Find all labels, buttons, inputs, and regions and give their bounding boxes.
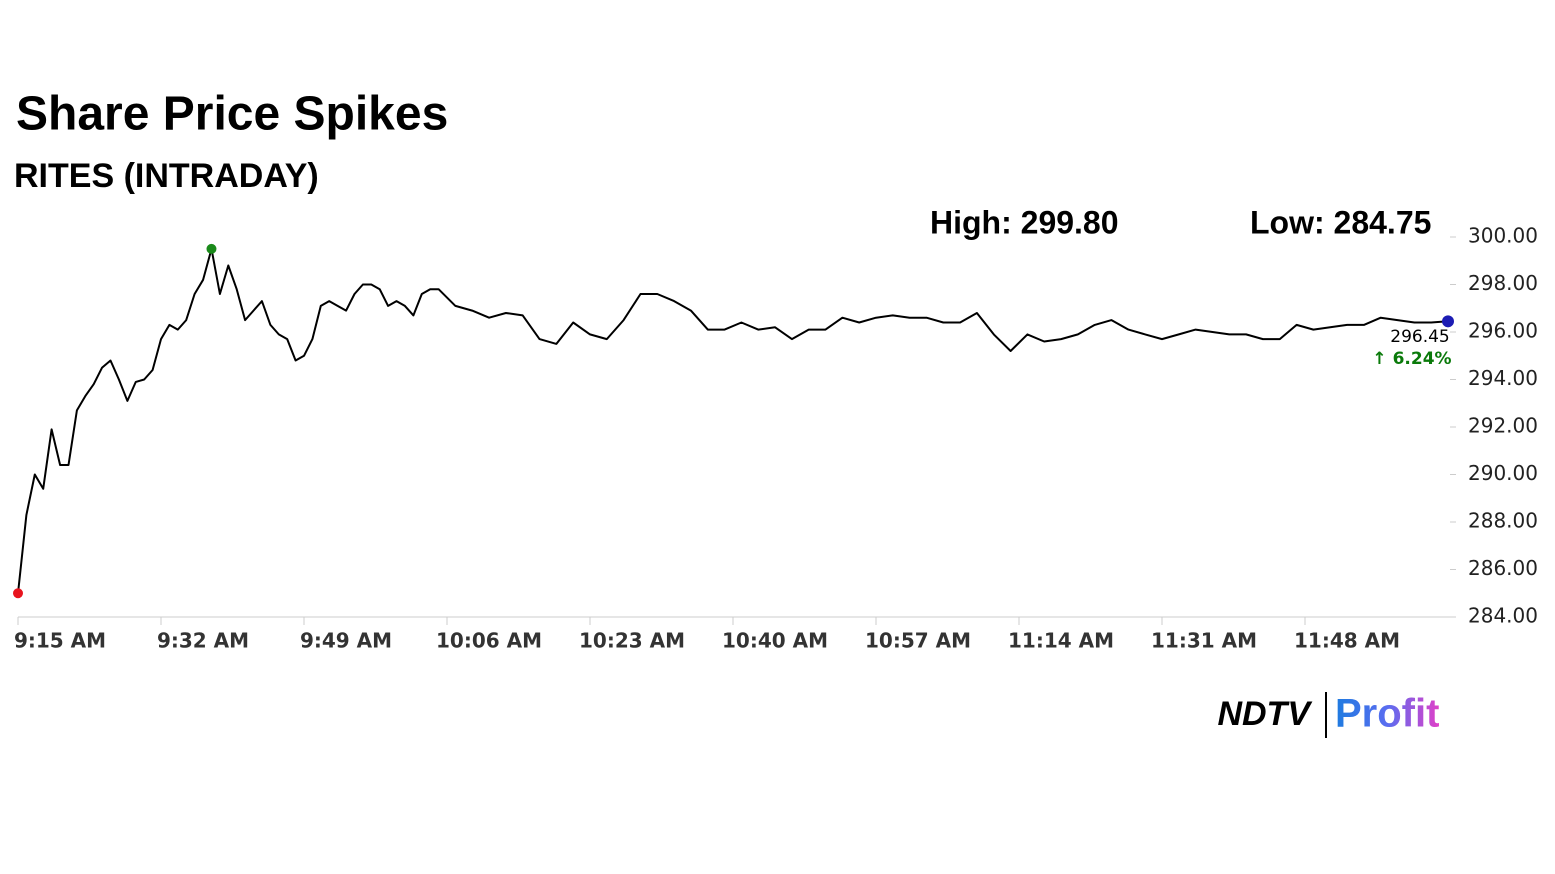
x-tick-label: 9:49 AM [300,629,392,653]
x-tick-label: 11:14 AM [1008,629,1114,653]
x-tick-label: 10:06 AM [436,629,542,653]
logo-profit: Profit [1335,692,1439,736]
chart-subtitle: RITES (INTRADAY) [14,157,319,195]
y-tick-label: 294.00 [1468,366,1538,390]
x-tick-label: 10:57 AM [865,629,971,653]
low-label: Low: 284.75 [1250,204,1431,240]
x-tick-label: 11:31 AM [1151,629,1257,653]
x-tick-label: 9:15 AM [14,629,106,653]
x-tick-label: 9:32 AM [157,629,249,653]
last-price: 296.45 [1390,327,1449,347]
y-tick-label: 296.00 [1468,319,1538,343]
logo-ndtv: NDTV [1217,695,1313,733]
high-label: High: 299.80 [930,204,1119,240]
y-tick-label: 284.00 [1468,604,1538,628]
y-tick-label: 290.00 [1468,461,1538,485]
chart-title: Share Price Spikes [16,88,448,141]
price-line [17,247,1449,594]
y-tick-label: 300.00 [1468,224,1538,248]
last-marker [1442,315,1454,328]
x-tick-label: 10:23 AM [579,629,685,653]
y-tick-label: 286.00 [1468,556,1538,580]
high-marker [206,243,217,254]
change-label: ↑ 6.24% [1372,349,1451,369]
y-tick-label: 292.00 [1468,414,1538,438]
x-tick-label: 11:48 AM [1294,629,1400,653]
low-marker [13,588,23,599]
y-tick-label: 298.00 [1468,271,1538,295]
y-tick-label: 288.00 [1468,509,1538,533]
x-tick-label: 10:40 AM [722,629,828,653]
